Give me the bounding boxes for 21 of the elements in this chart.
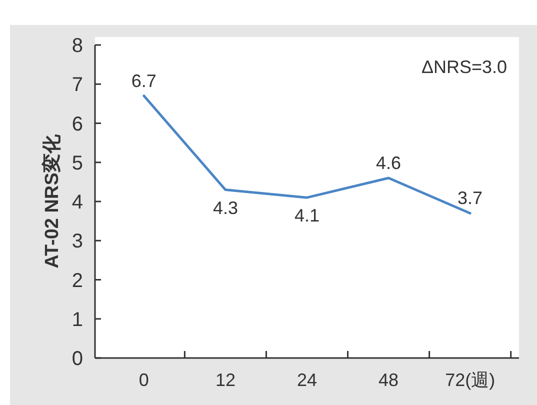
y-tick-label: 1 [72,308,83,331]
data-label: 3.7 [458,188,483,208]
y-tick-label: 6 [72,113,83,136]
x-tick-label: 0 [138,370,149,390]
data-label: 4.6 [376,153,402,174]
y-tick-label: 5 [72,152,83,174]
data-label: 4.1 [294,206,320,226]
x-tick-label: 12 [215,370,236,390]
y-tick-label: 2 [72,270,83,292]
y-tick-label: 0 [72,348,83,370]
annotation: ΔNRS=3.0 [421,57,507,77]
y-tick-label: 3 [72,230,83,253]
data-label: 6.7 [131,70,156,91]
y-tick-label: 4 [72,192,83,214]
data-label: 4.3 [212,198,238,218]
x-tick-label: 72(週) [445,370,496,390]
y-tick-label: 8 [72,35,83,57]
x-tick-label: 48 [378,370,399,390]
y-axis-title: AT-02 NRS変化 [41,134,63,268]
x-tick-label: 24 [296,370,318,390]
y-tick-label: 7 [72,74,83,96]
